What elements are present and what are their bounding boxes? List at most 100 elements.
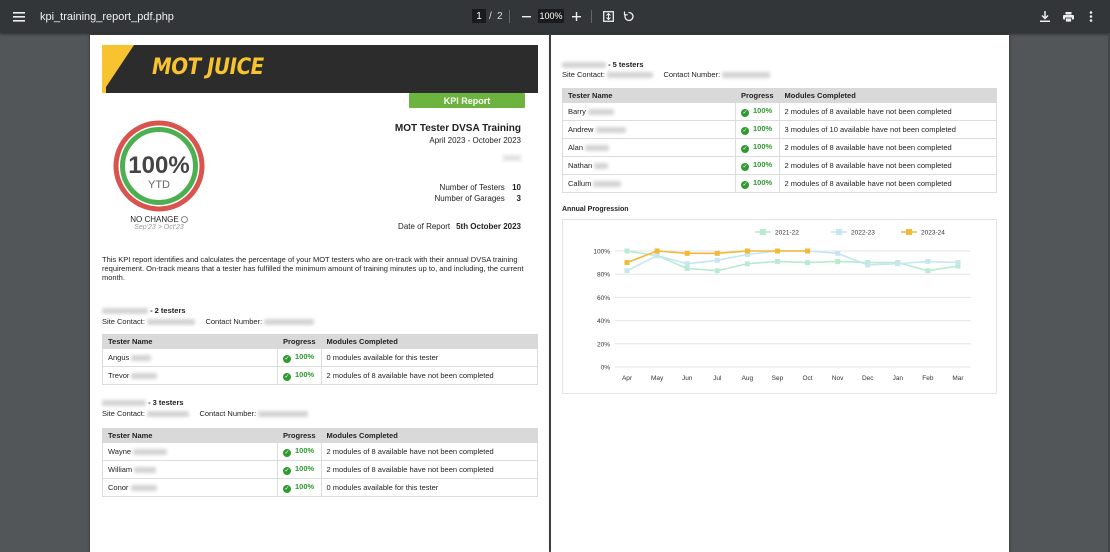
site-contact-label: Site Contact:: [102, 409, 145, 418]
progress-cell: ✓ 100%: [735, 138, 780, 157]
progress-cell: ✓ 100%: [735, 102, 780, 121]
data-point: [955, 263, 961, 269]
garages-stat: Number of Garages 3: [435, 194, 522, 203]
menu-icon[interactable]: [8, 0, 30, 33]
data-point: [684, 265, 690, 271]
redacted-surname: [133, 449, 168, 456]
banner-stripe: [102, 45, 134, 93]
redacted-site-name: [562, 62, 606, 69]
col-progress: Progress: [277, 334, 322, 349]
tester-table: Tester Name Progress Modules Completed B…: [562, 88, 998, 193]
data-point: [684, 250, 690, 256]
kpi-report-button[interactable]: KPI Report: [409, 93, 525, 108]
progress-value: 100%: [753, 142, 773, 151]
modules-cell: 2 modules of 8 available have not been c…: [778, 156, 998, 175]
data-point: [835, 250, 841, 256]
col-progress: Progress: [735, 88, 780, 103]
progress-cell: ✓ 100%: [277, 348, 322, 367]
zoom-input[interactable]: 100%: [538, 9, 564, 23]
fit-page-icon[interactable]: [600, 0, 616, 33]
y-tick-label: 100%: [593, 249, 610, 256]
legend-label: 2021-22: [775, 230, 799, 237]
report-description: This KPI report identifies and calculate…: [102, 255, 524, 282]
legend-marker: [836, 229, 842, 235]
tester-name-cell: Barry: [562, 102, 736, 121]
more-options-icon[interactable]: [1083, 0, 1099, 33]
progress-value: 100%: [295, 370, 315, 379]
progress-cell: ✓ 100%: [277, 366, 322, 385]
garages-value: 3: [516, 194, 521, 203]
toolbar-divider: [591, 10, 592, 23]
data-point: [925, 268, 931, 274]
check-icon: ✓: [283, 449, 291, 457]
series-line: [626, 250, 959, 272]
tester-name-cell: Alan: [562, 138, 736, 157]
page-total: 2: [497, 11, 503, 22]
redacted-contact-name: [147, 411, 190, 418]
progress-cell: ✓ 100%: [277, 460, 322, 479]
download-icon[interactable]: [1037, 0, 1053, 33]
legend-label: 2023-24: [921, 230, 945, 237]
x-tick-label: Feb: [922, 375, 934, 382]
data-point: [865, 262, 871, 268]
tester-name-cell: Wayne: [102, 442, 278, 461]
table-row: Conor ✓ 100% 0 modules available for this…: [102, 478, 539, 497]
redacted-surname: [134, 467, 157, 474]
report-title: MOT Tester DVSA Training: [394, 123, 521, 134]
tester-name: Nathan: [568, 161, 593, 170]
check-icon: ✓: [741, 181, 749, 189]
progress-value: 100%: [295, 464, 315, 473]
period-comparison: Sep'23 > Oct'23: [134, 224, 184, 231]
table-row: Wayne ✓ 100% 2 modules of 8 available hav…: [102, 442, 539, 461]
tester-name: Alan: [568, 143, 584, 152]
data-point: [835, 258, 841, 264]
tester-name: William: [108, 465, 133, 474]
check-icon: ✓: [283, 467, 291, 475]
tester-name-cell: Trevor: [102, 366, 278, 385]
modules-cell: 2 modules of 8 available have not been c…: [320, 442, 539, 461]
check-icon: ✓: [283, 485, 291, 493]
progress-cell: ✓ 100%: [277, 442, 322, 461]
data-point: [805, 260, 811, 266]
tester-name-cell: Andrew: [562, 120, 736, 139]
report-date-range: April 2023 - October 2023: [429, 136, 521, 145]
redacted-surname: [593, 181, 622, 188]
site-contact-line: Site Contact: Contact Number:: [102, 317, 315, 326]
toolbar-divider: [509, 10, 510, 23]
redacted-contact-number: [258, 411, 309, 418]
redacted-surname: [131, 373, 158, 380]
site-contact-label: Site Contact:: [562, 70, 605, 79]
report-banner: MOT JUICE: [102, 45, 538, 93]
zoom-out-icon[interactable]: [518, 0, 534, 33]
scrollbar[interactable]: [1108, 33, 1110, 552]
neutral-circle-icon: [180, 216, 188, 223]
tester-name: Trevor: [108, 371, 130, 380]
data-point: [714, 257, 720, 263]
company-logo: MOT JUICE: [152, 55, 264, 80]
col-tester-name: Tester Name: [102, 334, 278, 349]
rotate-icon[interactable]: [620, 0, 636, 33]
redacted-surname: [585, 145, 610, 152]
table-row: Alan ✓ 100% 2 modules of 8 available have…: [562, 138, 998, 157]
line-chart: 0% 20% 40% 60% 80% 100% Apr May Jun Jul Aug Sep Oct N…: [593, 229, 971, 382]
col-tester-name: Tester Name: [102, 428, 278, 443]
modules-cell: 2 modules of 8 available have not been c…: [778, 138, 998, 157]
print-icon[interactable]: [1060, 0, 1076, 33]
table-header: Tester Name Progress Modules Completed: [102, 428, 539, 443]
data-point: [744, 261, 750, 267]
col-modules: Modules Completed: [320, 334, 539, 349]
zoom-in-icon[interactable]: [568, 0, 584, 33]
modules-cell: 3 modules of 10 available have not been …: [778, 120, 998, 139]
data-point: [774, 258, 780, 264]
data-point: [624, 260, 630, 266]
page-number-input[interactable]: 1: [472, 9, 486, 23]
data-point: [684, 261, 690, 267]
redacted-contact-number: [264, 319, 315, 326]
x-tick-label: Jan: [893, 375, 904, 382]
table-row: Nathan ✓ 100% 2 modules of 8 available ha…: [562, 156, 998, 175]
chart-title: Annual Progression: [562, 206, 629, 213]
data-point: [624, 248, 630, 254]
redacted-contact-number: [722, 72, 771, 79]
redacted-site-name: [102, 400, 146, 407]
progress-value: 100%: [753, 160, 773, 169]
